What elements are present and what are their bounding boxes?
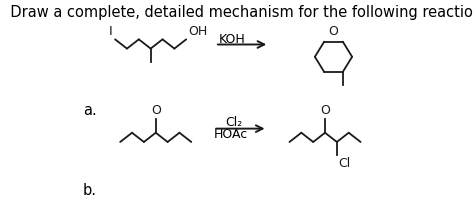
Text: HOAc: HOAc [214, 128, 248, 141]
Text: OH: OH [188, 25, 207, 38]
Text: b.: b. [83, 183, 97, 198]
Text: O: O [151, 104, 161, 117]
Text: I: I [109, 25, 112, 38]
Text: Cl₂: Cl₂ [226, 116, 243, 129]
Text: O: O [328, 25, 338, 38]
Text: 2.  Draw a complete, detailed mechanism for the following reaction.: 2. Draw a complete, detailed mechanism f… [0, 5, 474, 21]
Text: O: O [320, 104, 330, 117]
Text: a.: a. [83, 103, 97, 118]
Text: Cl: Cl [338, 157, 351, 170]
Text: KOH: KOH [219, 33, 246, 46]
